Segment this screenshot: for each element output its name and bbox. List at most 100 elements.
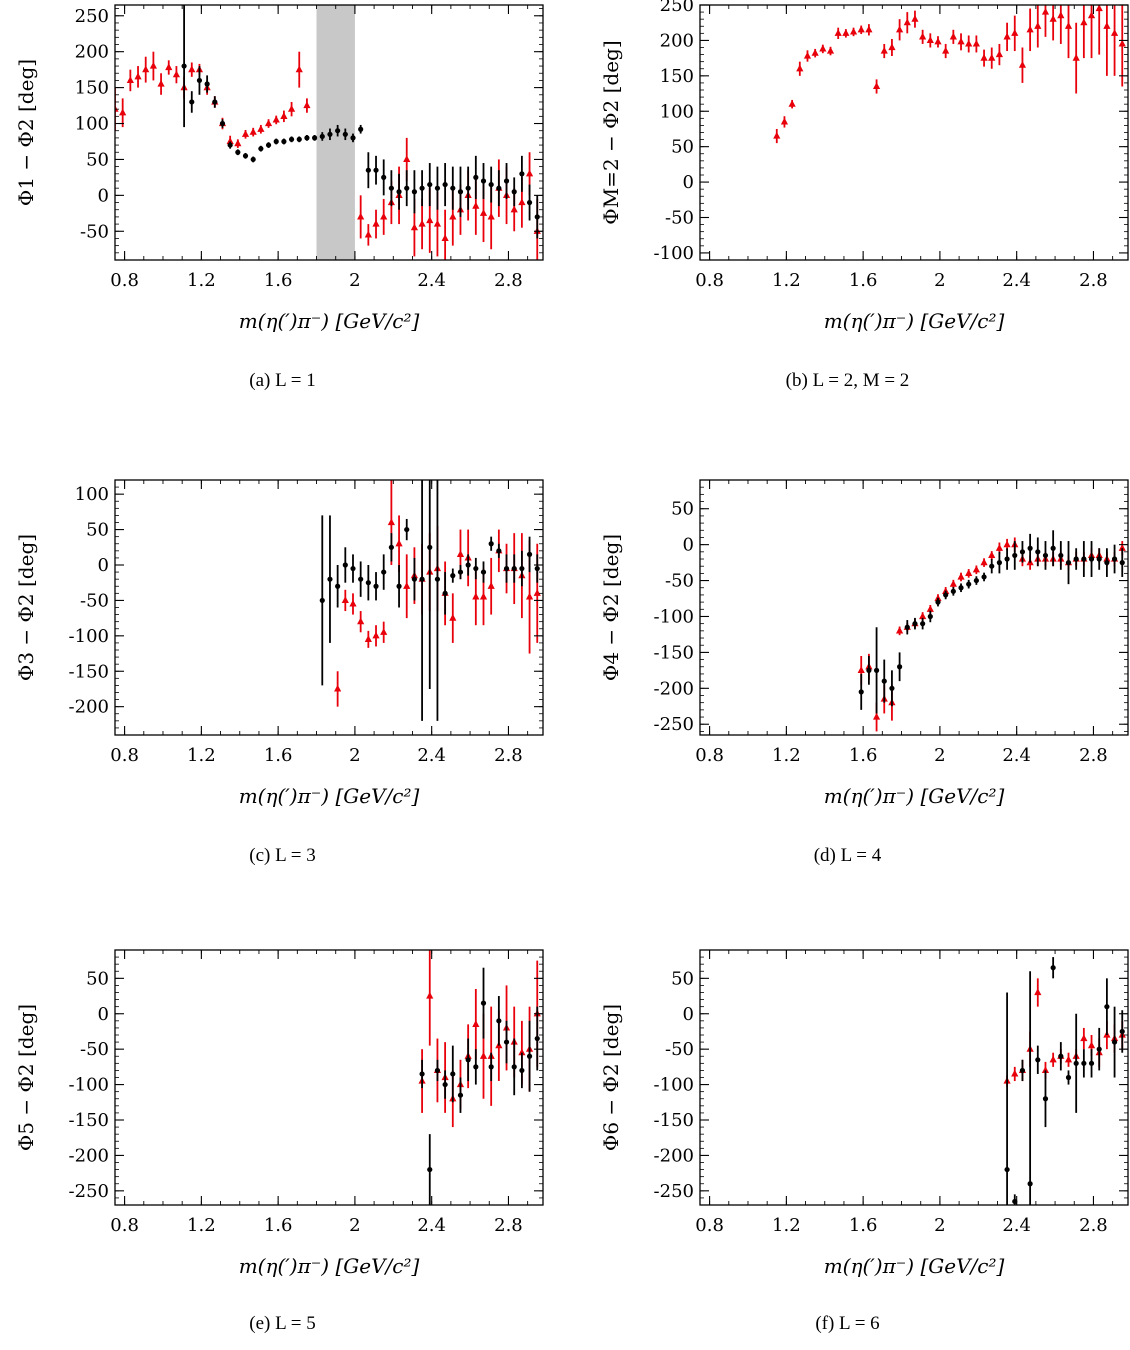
y-tick-label: -50 [665, 571, 694, 592]
data-point-dot [1027, 545, 1033, 551]
x-tick-label: 2.8 [1079, 270, 1108, 291]
data-point-triangle [165, 63, 173, 71]
data-point-dot [511, 189, 517, 195]
series-red-b [773, 5, 1126, 144]
data-point-dot [1119, 560, 1125, 566]
data-point-triangle [1034, 988, 1042, 996]
y-tick-label: -150 [654, 1110, 694, 1131]
data-point-dot [866, 667, 872, 673]
caption-a: (a) L = 1 [249, 370, 316, 391]
x-tick-label: 1.2 [772, 1215, 801, 1236]
data-point-dot [496, 185, 502, 191]
series-red-e [418, 950, 541, 1128]
y-tick-label: -150 [654, 642, 694, 663]
data-point-triangle [1103, 22, 1111, 29]
data-point-triangle [1080, 18, 1088, 26]
data-point-dot [358, 126, 364, 132]
data-point-dot [1111, 1039, 1118, 1045]
data-point-triangle [126, 76, 134, 84]
data-point-triangle [995, 50, 1004, 58]
plot-area-b [773, 5, 1126, 144]
x-tick-label: 2.8 [494, 1215, 523, 1236]
data-point-triangle [934, 37, 942, 45]
x-tick-label: 2.8 [1079, 745, 1108, 766]
y-tick-label: -100 [69, 1075, 109, 1096]
data-point-dot [488, 1064, 494, 1070]
y-tick-label: 50 [671, 968, 694, 989]
x-tick-label: 0.8 [110, 1215, 139, 1236]
data-point-dot [373, 583, 379, 589]
data-point-triangle [372, 219, 380, 227]
data-point-dot [465, 185, 471, 191]
y-tick-label: 50 [86, 520, 109, 541]
x-tick-label: 2 [934, 745, 945, 766]
y-tick-label: -200 [69, 697, 109, 718]
data-point-dot [1088, 1060, 1095, 1066]
data-point-dot [973, 577, 979, 584]
data-point-dot [350, 135, 356, 141]
series-black-c [319, 480, 540, 721]
data-point-dot [296, 136, 302, 142]
x-axis-label: m(η(′)π⁻) [GeV/c²] [239, 309, 420, 333]
x-tick-label: 1.6 [264, 1215, 293, 1236]
data-point-triangle [1064, 1055, 1073, 1063]
data-point-triangle [1041, 7, 1050, 15]
data-point-dot [1065, 1074, 1072, 1081]
data-point-dot [358, 576, 364, 582]
x-tick-label: 2.4 [1002, 745, 1031, 766]
plot-area-f [1003, 957, 1126, 1205]
data-point-dot [511, 1064, 517, 1070]
data-point-triangle [988, 53, 996, 61]
x-axis-label: m(η(′)π⁻) [GeV/c²] [239, 784, 420, 808]
data-point-dot [304, 135, 310, 141]
data-point-dot [989, 563, 995, 569]
data-point-triangle [1049, 14, 1057, 22]
data-point-dot [327, 131, 333, 137]
data-point-triangle [226, 137, 234, 145]
data-point-triangle [487, 212, 495, 220]
data-point-triangle [249, 127, 257, 135]
x-tick-label: 1.6 [264, 270, 293, 291]
data-point-dot [1019, 549, 1026, 555]
data-point-dot [442, 1081, 448, 1088]
data-point-triangle [134, 72, 142, 80]
data-point-triangle [441, 234, 449, 242]
data-point-triangle [142, 65, 150, 73]
data-point-triangle [449, 212, 457, 220]
y-tick-label: -250 [69, 1181, 109, 1202]
x-tick-label: 2 [934, 1215, 945, 1236]
data-point-dot [480, 178, 487, 184]
data-point-triangle [872, 82, 881, 90]
panel-c: 0.8 1.2 1.6 2 2.4 2.8 -200 -150 -100 -50 0 50 100 m(η… [14, 479, 544, 808]
data-point-dot [1073, 1060, 1079, 1066]
data-point-dot [1081, 556, 1087, 562]
data-point-triangle [264, 119, 273, 127]
data-point-dot [450, 573, 456, 579]
data-point-triangle [449, 613, 457, 621]
x-tick-label: 0.8 [695, 270, 724, 291]
data-point-dot [335, 128, 341, 134]
data-point-triangle [157, 79, 165, 87]
data-point-dot [189, 99, 195, 105]
caption-b: (b) L = 2, M = 2 [785, 370, 910, 391]
data-point-dot [1050, 545, 1056, 551]
y-tick-label: 100 [660, 101, 694, 122]
axes-frame [699, 4, 1129, 261]
data-point-triangle [372, 631, 380, 639]
data-point-dot [373, 167, 379, 173]
data-point-triangle [234, 139, 242, 147]
data-point-triangle [926, 605, 934, 612]
x-tick-label: 0.8 [110, 745, 139, 766]
caption-e: (e) L = 5 [249, 1313, 316, 1334]
data-point-triangle [1064, 22, 1073, 29]
data-point-dot [457, 1092, 464, 1098]
data-point-triangle [149, 61, 157, 69]
data-point-dot [496, 548, 502, 554]
data-point-triangle [988, 551, 996, 559]
data-point-triangle [1011, 29, 1019, 36]
x-tick-label: 2.4 [417, 270, 446, 291]
data-point-dot [511, 565, 517, 572]
x-tick-label: 2 [934, 270, 945, 291]
data-point-triangle [1087, 11, 1096, 19]
axes-frame [699, 949, 1129, 1206]
